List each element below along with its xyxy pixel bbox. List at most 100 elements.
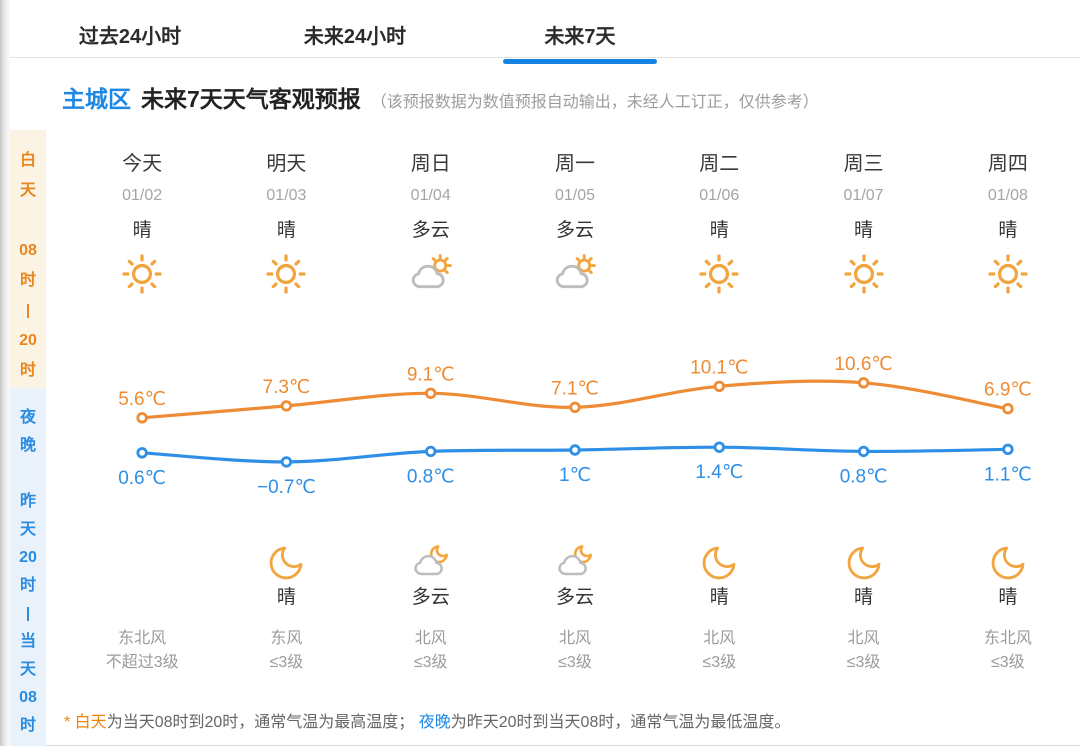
cloud-moon-icon: [558, 545, 592, 576]
forecast-column-1: 今天 01/02 晴 东北风 不超过3级: [70, 148, 214, 675]
region-selector[interactable]: 主城区: [62, 86, 131, 112]
day-weather-icon-slot: [214, 250, 358, 298]
wind-level: ≤3级: [558, 654, 592, 671]
wind-direction: 东北风: [983, 630, 1032, 647]
sidebar-char: 20: [19, 332, 37, 349]
svg-text:5.6℃: 5.6℃: [118, 389, 166, 410]
night-condition: 晴: [854, 587, 874, 608]
svg-text:1.4℃: 1.4℃: [695, 462, 743, 483]
sidebar-char: 夜: [19, 409, 36, 426]
day-weather-icon-slot: [647, 250, 791, 298]
sun-icon: [122, 254, 162, 294]
sidebar-daytime-band: 白天 08 时 20 时: [10, 130, 46, 388]
day-name: 周日: [410, 153, 451, 175]
tab-2[interactable]: 未来24小时: [270, 12, 440, 64]
day-condition: 晴: [276, 220, 296, 241]
day-name: 周一: [554, 153, 595, 175]
wind-level: ≤3级: [846, 654, 881, 671]
svg-text:−0.7℃: −0.7℃: [257, 477, 316, 498]
date-label: 01/06: [699, 187, 740, 204]
sun-icon: [988, 254, 1028, 294]
forecast-disclaimer: （该预报数据为数值预报自动输出，未经人工订正，仅供参考）: [370, 94, 819, 111]
night-condition: 晴: [709, 587, 729, 608]
moon-icon: [991, 546, 1025, 580]
sidebar-char: 08: [19, 242, 37, 259]
chart-spacer: [791, 298, 935, 541]
forecast-column-6: 周三 01/07 晴 晴北风 ≤3级: [791, 148, 935, 675]
moon-icon: [702, 546, 736, 580]
night-weather-icon-slot: [791, 541, 935, 585]
sun-icon: [699, 254, 739, 294]
night-condition: 晴: [998, 587, 1018, 608]
footnote-segment-muted: 为当天08时到20时，通常气温为最高温度；: [106, 714, 419, 731]
tab-3-active[interactable]: 未来7天: [495, 12, 665, 64]
wind-level: ≤3级: [269, 654, 304, 671]
wind-direction: 北风: [703, 630, 736, 647]
chart-spacer: [503, 298, 647, 541]
active-tab-underline: [503, 59, 657, 64]
footnote-segment-day: 白天: [74, 714, 107, 731]
svg-text:10.6℃: 10.6℃: [834, 354, 892, 375]
forecast-column-2: 明天 01/03 晴 晴东风 ≤3级: [214, 148, 358, 675]
night-weather-icon-slot: [359, 541, 503, 585]
footnote-segment-day: *: [64, 714, 75, 731]
day-weather-icon-slot: [503, 250, 647, 298]
svg-text:10.1℃: 10.1℃: [690, 357, 748, 378]
sidebar-char: 08: [19, 689, 37, 706]
night-condition: 晴: [276, 587, 296, 608]
sidebar-char: 白: [19, 152, 36, 169]
wind-direction: 北风: [414, 630, 447, 647]
svg-text:7.3℃: 7.3℃: [263, 377, 311, 398]
day-condition: 晴: [132, 220, 152, 241]
night-weather-icon-slot: [503, 541, 647, 585]
day-name: 周三: [843, 153, 884, 175]
moon-icon: [270, 546, 303, 580]
wind-direction: 北风: [558, 630, 591, 647]
date-label: 01/03: [266, 187, 307, 204]
sidebar-char: 时: [19, 717, 36, 734]
night-weather-icon-slot: [936, 541, 1080, 585]
footnote-segment-muted: 为昨天20时到当天08时，通常气温为最低温度。: [450, 714, 791, 731]
chart-spacer: [359, 298, 503, 541]
sun-icon: [843, 254, 884, 294]
day-weather-icon-slot: [936, 250, 1080, 298]
night-condition: 多云: [555, 587, 594, 608]
time-range-dash: [27, 304, 29, 318]
sidebar-char: 时: [19, 272, 36, 289]
svg-text:9.1℃: 9.1℃: [407, 364, 455, 385]
sidebar-char: 天: [19, 661, 36, 678]
date-label: 01/07: [843, 187, 884, 204]
tab-bar-divider: [10, 57, 1080, 58]
tab-bar: 过去24小时 未来24小时 未来7天: [45, 12, 665, 64]
wind-level: ≤3级: [413, 654, 448, 671]
date-label: 01/05: [554, 187, 596, 204]
sidebar-char: 天: [19, 182, 36, 199]
day-name: 周四: [987, 153, 1028, 175]
forecast-column-7: 周四 01/08 晴 晴东北风 ≤3级: [936, 148, 1080, 675]
svg-text:1.1℃: 1.1℃: [984, 464, 1032, 485]
wind-level: 不超过3级: [105, 654, 179, 671]
sidebar-char: 时: [19, 577, 36, 594]
page-title: 未来7天天气客观预报: [141, 86, 361, 112]
night-weather-icon-slot: [70, 541, 214, 585]
day-weather-icon-slot: [359, 250, 503, 298]
sidebar-char: 20: [19, 549, 37, 566]
footnote-segment-night: 夜晚: [418, 714, 451, 731]
svg-text:6.9℃: 6.9℃: [984, 380, 1032, 401]
svg-text:0.8℃: 0.8℃: [407, 466, 455, 487]
chart-spacer: [647, 298, 791, 541]
tab-1[interactable]: 过去24小时: [45, 12, 215, 64]
day-weather-icon-slot: [791, 250, 935, 298]
wind-direction: 北风: [847, 630, 880, 647]
sidebar-char: 晚: [19, 437, 36, 454]
forecast-column-4: 周一 01/05 多云 多云 北风 ≤3级: [503, 148, 647, 675]
sidebar-char: 昨: [19, 493, 36, 510]
sidebar-char: 天: [19, 521, 36, 538]
moon-icon: [847, 546, 880, 580]
chart-spacer: [214, 298, 358, 541]
page-header: 主城区 未来7天天气客观预报 （该预报数据为数值预报自动输出，未经人工订正，仅供…: [62, 80, 819, 114]
cloud-moon-icon: [413, 545, 448, 576]
date-label: 01/02: [122, 187, 163, 204]
sidebar-char: 当: [19, 633, 36, 650]
svg-text:0.6℃: 0.6℃: [118, 468, 166, 489]
